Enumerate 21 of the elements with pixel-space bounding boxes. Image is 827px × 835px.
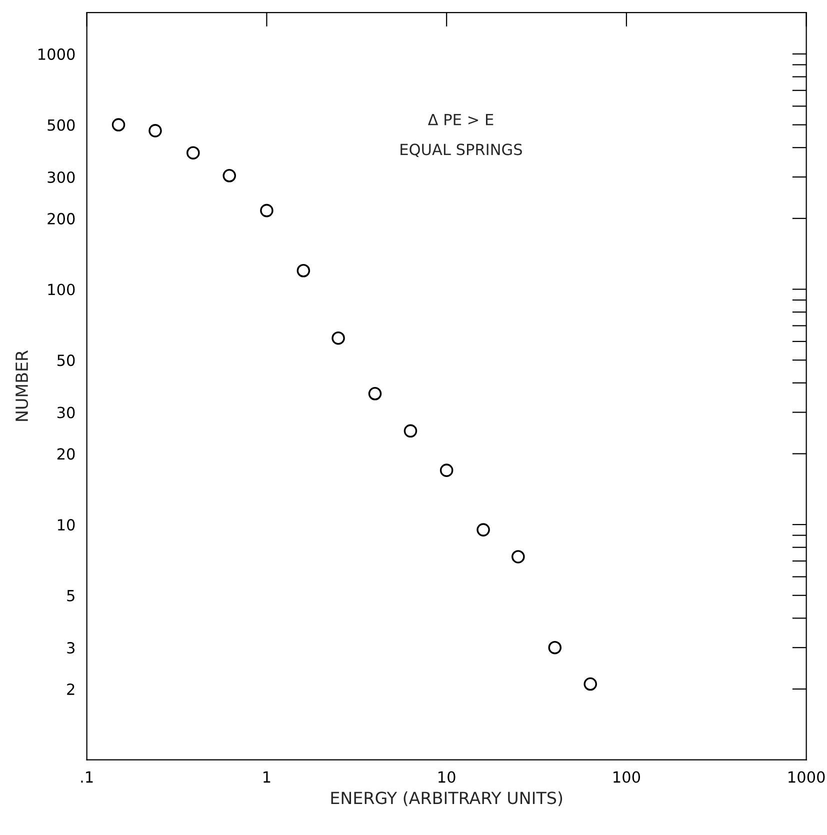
x-tick-label: .1 xyxy=(81,771,93,783)
y-tick-label: 10 xyxy=(58,519,75,531)
y-tick-label: 100 xyxy=(48,284,75,296)
y-tick-label: 300 xyxy=(48,171,75,184)
x-tick-label: 10 xyxy=(438,771,456,783)
annotation: Δ PE > E xyxy=(428,114,494,126)
annotation: EQUAL SPRINGS xyxy=(400,144,522,157)
y-tick-label: 5 xyxy=(67,590,74,602)
y-tick-label: 3 xyxy=(67,642,74,654)
x-axis-title: ENERGY (ARBITRARY UNITS) xyxy=(331,791,562,806)
y-tick-label: 200 xyxy=(48,212,75,224)
x-tick-label: 1000 xyxy=(788,771,825,783)
y-axis-title: NUMBER xyxy=(16,350,28,421)
y-tick-label: 20 xyxy=(57,448,75,460)
x-tick-label: 100 xyxy=(614,771,640,783)
y-tick-label: 2 xyxy=(67,683,74,695)
y-tick-label: 1000 xyxy=(38,48,75,60)
y-tick-label: 50 xyxy=(57,354,75,366)
y-tick-label: 500 xyxy=(48,119,75,131)
y-tick-label: 30 xyxy=(57,406,75,418)
x-tick-label: 1 xyxy=(264,771,270,783)
